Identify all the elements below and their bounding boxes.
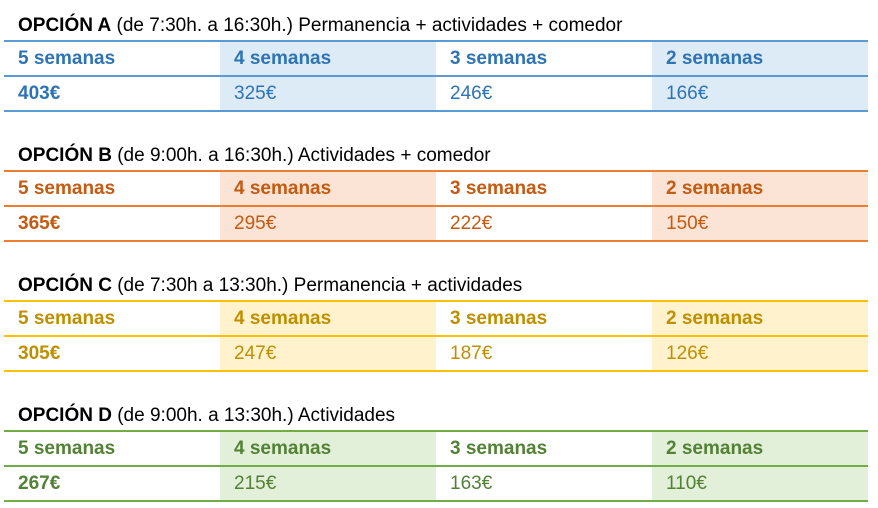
duration-header: 4 semanas xyxy=(220,302,436,335)
option-section: OPCIÓN D (de 9:00h. a 13:30h.) Actividad… xyxy=(4,394,868,502)
duration-header: 2 semanas xyxy=(652,172,868,205)
price-cell: 365€ xyxy=(18,213,61,234)
price-cell: 247€ xyxy=(220,337,436,370)
option-description: (de 7:30h. a 16:30h.) Permanencia + acti… xyxy=(116,15,623,36)
duration-header: 2 semanas xyxy=(652,42,868,75)
duration-header: 5 semanas xyxy=(18,178,116,199)
option-description: (de 9:00h. a 13:30h.) Actividades xyxy=(117,405,396,426)
price-cell: 110€ xyxy=(652,467,868,500)
option-description: (de 7:30h a 13:30h.) Permanencia + activ… xyxy=(117,275,523,296)
price-cell: 222€ xyxy=(450,213,493,234)
duration-header: 3 semanas xyxy=(450,438,548,459)
price-cell: 163€ xyxy=(450,473,493,494)
duration-header: 2 semanas xyxy=(652,432,868,465)
option-label: OPCIÓN A xyxy=(18,15,112,36)
price-cell: 215€ xyxy=(220,467,436,500)
price-row: 365€ 295€ 222€ 150€ xyxy=(4,205,868,242)
duration-header: 3 semanas xyxy=(450,178,548,199)
duration-header: 4 semanas xyxy=(220,172,436,205)
price-cell: 166€ xyxy=(652,77,868,110)
option-label: OPCIÓN B xyxy=(18,145,112,166)
price-cell: 187€ xyxy=(450,343,493,364)
price-row: 305€ 247€ 187€ 126€ xyxy=(4,335,868,372)
option-section: OPCIÓN A (de 7:30h. a 16:30h.) Permanenc… xyxy=(4,4,868,112)
duration-header: 4 semanas xyxy=(220,42,436,75)
price-cell: 305€ xyxy=(18,343,61,364)
option-section: OPCIÓN C (de 7:30h a 13:30h.) Permanenci… xyxy=(4,264,868,372)
duration-header: 4 semanas xyxy=(220,432,436,465)
duration-header: 5 semanas xyxy=(18,308,116,329)
header-row: 5 semanas 4 semanas 3 semanas 2 semanas xyxy=(4,40,868,75)
price-row: 267€ 215€ 163€ 110€ xyxy=(4,465,868,502)
duration-header: 2 semanas xyxy=(652,302,868,335)
price-cell: 267€ xyxy=(18,473,61,494)
option-title: OPCIÓN D (de 9:00h. a 13:30h.) Actividad… xyxy=(4,394,868,430)
header-row: 5 semanas 4 semanas 3 semanas 2 semanas xyxy=(4,300,868,335)
option-description: (de 9:00h. a 16:30h.) Actividades + come… xyxy=(117,145,491,166)
price-cell: 126€ xyxy=(652,337,868,370)
option-title: OPCIÓN A (de 7:30h. a 16:30h.) Permanenc… xyxy=(4,4,868,40)
option-label: OPCIÓN D xyxy=(18,405,112,426)
duration-header: 5 semanas xyxy=(18,438,116,459)
option-title: OPCIÓN B (de 9:00h. a 16:30h.) Actividad… xyxy=(4,134,868,170)
duration-header: 5 semanas xyxy=(18,48,116,69)
price-cell: 150€ xyxy=(652,207,868,240)
price-cell: 295€ xyxy=(220,207,436,240)
price-cell: 246€ xyxy=(450,83,493,104)
option-label: OPCIÓN C xyxy=(18,275,112,296)
header-row: 5 semanas 4 semanas 3 semanas 2 semanas xyxy=(4,430,868,465)
option-section: OPCIÓN B (de 9:00h. a 16:30h.) Actividad… xyxy=(4,134,868,242)
price-cell: 403€ xyxy=(18,83,61,104)
price-cell: 325€ xyxy=(220,77,436,110)
header-row: 5 semanas 4 semanas 3 semanas 2 semanas xyxy=(4,170,868,205)
duration-header: 3 semanas xyxy=(450,48,548,69)
option-title: OPCIÓN C (de 7:30h a 13:30h.) Permanenci… xyxy=(4,264,868,300)
duration-header: 3 semanas xyxy=(450,308,548,329)
price-row: 403€ 325€ 246€ 166€ xyxy=(4,75,868,112)
